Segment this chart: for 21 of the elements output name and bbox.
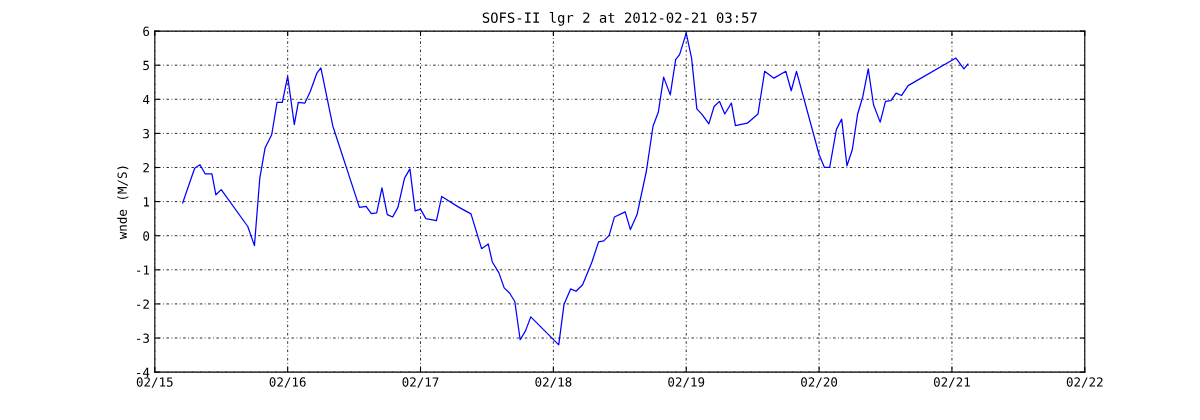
y-tick-label: 6 [143,26,150,37]
x-tick-label: 02/17 [402,377,439,388]
y-tick-label: 0 [143,231,150,241]
y-axis-title: wnde (M/S) [117,166,129,240]
y-tick-label: 2 [143,163,149,173]
y-tick-label: -3 [137,333,149,343]
x-tick-label: 02/16 [269,377,306,388]
y-tick-label: -2 [137,299,149,309]
x-tick-label: 02/22 [1066,377,1103,388]
x-tick-label: 02/15 [136,377,173,388]
x-tick-label: 02/18 [535,377,572,388]
y-tick-label: 1 [143,197,150,207]
y-tick-label: -1 [137,265,150,275]
y-tick-label: 3 [143,128,149,139]
y-tick-label: 4 [143,94,150,105]
x-tick-label: 02/19 [668,377,705,388]
y-tick-label: 5 [143,60,149,71]
chart-title: SOFS-II lgr 2 at 2012-02-21 03:57 [482,12,757,26]
x-tick-label: 02/21 [933,377,970,388]
x-tick-label: 02/20 [801,377,838,388]
y-tick-label: -4 [137,367,150,377]
